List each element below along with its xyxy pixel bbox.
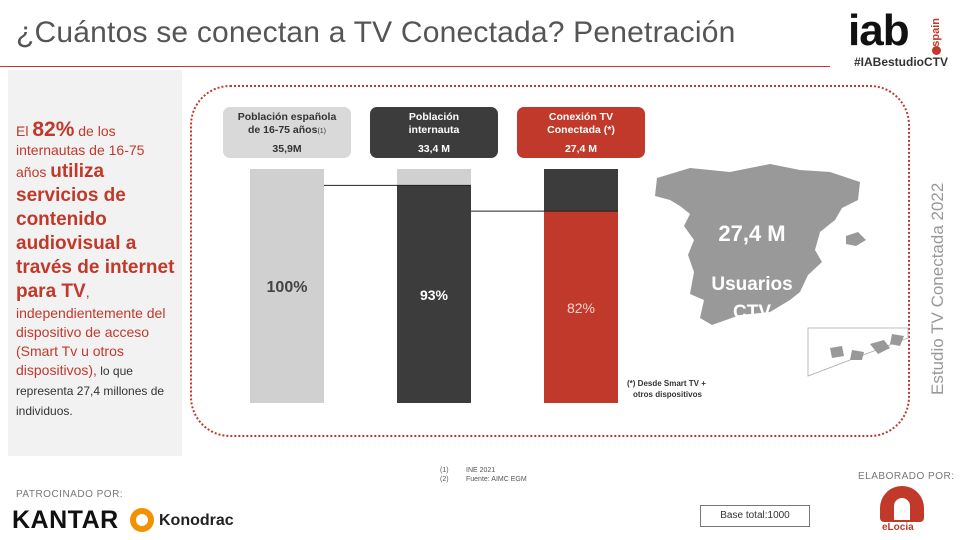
side-text-4: lo que representa 27,4 millones de indiv… bbox=[16, 364, 165, 418]
side-summary-text: El 82% de los internautas de 16-75 años … bbox=[16, 118, 176, 421]
source-row: (1) INE 2021 bbox=[440, 466, 527, 475]
page-title: ¿Cuántos se conectan a TV Conectada? Pen… bbox=[16, 16, 736, 49]
made-by-label: ELABORADO POR: bbox=[858, 471, 955, 482]
map-label-line2: CTV bbox=[733, 302, 771, 323]
category-label: Población bbox=[409, 111, 459, 123]
category-value: 27,4 M bbox=[565, 143, 597, 155]
source-text: INE 2021 bbox=[466, 467, 496, 474]
category-label: Conexión TV bbox=[549, 111, 613, 123]
footnote-line1: (*) Desde Smart TV + bbox=[627, 379, 706, 388]
side-bold-text: utiliza servicios de contenido audiovisu… bbox=[16, 161, 175, 302]
side-text-1: El bbox=[16, 123, 33, 139]
map-label-line1: Usuarios bbox=[711, 274, 792, 295]
vertical-study-label: Estudio TV Conectada 2022 bbox=[928, 182, 947, 395]
side-percentage: 82% bbox=[32, 118, 75, 141]
category-note: (1) bbox=[317, 128, 326, 135]
category-header-box bbox=[370, 107, 498, 158]
logo-dot bbox=[932, 46, 941, 55]
chart-footnote: (*) Desde Smart TV + otros dispositivos bbox=[627, 378, 706, 400]
source-text: Fuente: AIMC EGM bbox=[466, 476, 527, 483]
konodrac-logo-icon bbox=[130, 508, 154, 532]
category-label: Conectada (*) bbox=[547, 124, 615, 136]
category-value: 33,4 M bbox=[418, 143, 450, 155]
sponsored-by-label: PATROCINADO POR: bbox=[16, 489, 124, 500]
canary-islands-shape bbox=[807, 327, 909, 377]
bar bbox=[250, 169, 324, 403]
bar-remainder bbox=[544, 169, 618, 212]
balearic-islands-shape bbox=[846, 232, 866, 246]
canary-island-4 bbox=[890, 334, 904, 346]
bar-remainder bbox=[397, 169, 471, 186]
source-number: (2) bbox=[440, 476, 449, 483]
category-header-box bbox=[517, 107, 645, 158]
side-panel bbox=[8, 70, 182, 456]
kantar-logo: KANTAR bbox=[12, 506, 119, 534]
title-divider bbox=[0, 66, 830, 67]
base-total-box: Base total:1000 bbox=[700, 505, 810, 527]
bar-data-label: 93% bbox=[420, 287, 449, 303]
footnote-line2: otros dispositivos bbox=[633, 390, 702, 399]
canary-box bbox=[807, 327, 909, 377]
elocia-logo-icon bbox=[880, 486, 924, 522]
bar-data-label: 82% bbox=[567, 300, 595, 316]
category-header-box bbox=[223, 107, 351, 158]
source-row: (2) Fuente: AIMC EGM bbox=[440, 475, 527, 484]
konodrac-logo: Konodrac bbox=[159, 512, 234, 529]
iab-spain-logo: iab spain bbox=[848, 6, 954, 70]
logo-iab-text: iab bbox=[848, 6, 910, 55]
source-number: (1) bbox=[440, 467, 449, 474]
canary-island-1 bbox=[830, 346, 844, 358]
spain-map bbox=[655, 164, 909, 377]
canary-island-2 bbox=[850, 350, 864, 360]
canary-island-3 bbox=[870, 340, 890, 354]
chart-frame bbox=[190, 85, 910, 437]
bar bbox=[544, 211, 618, 403]
category-label: Población española bbox=[238, 111, 337, 123]
sources-list: (1) INE 2021 (2) Fuente: AIMC EGM bbox=[440, 466, 527, 484]
side-text-3: , independientemente del dispositivo de … bbox=[16, 284, 166, 378]
category-label: internauta bbox=[409, 124, 460, 136]
spain-map-shape bbox=[655, 164, 860, 325]
category-value: 35,9M bbox=[272, 143, 301, 155]
bar bbox=[397, 185, 471, 403]
side-text-2: de los internautas de 16-75 años bbox=[16, 123, 145, 180]
bar-data-label: 100% bbox=[267, 279, 308, 296]
map-value: 27,4 M bbox=[718, 221, 785, 246]
category-label: de 16-75 años(1) bbox=[248, 124, 326, 136]
hashtag-label: #IABestudioCTV bbox=[853, 55, 948, 69]
elocia-logo: eLocia bbox=[882, 522, 914, 533]
